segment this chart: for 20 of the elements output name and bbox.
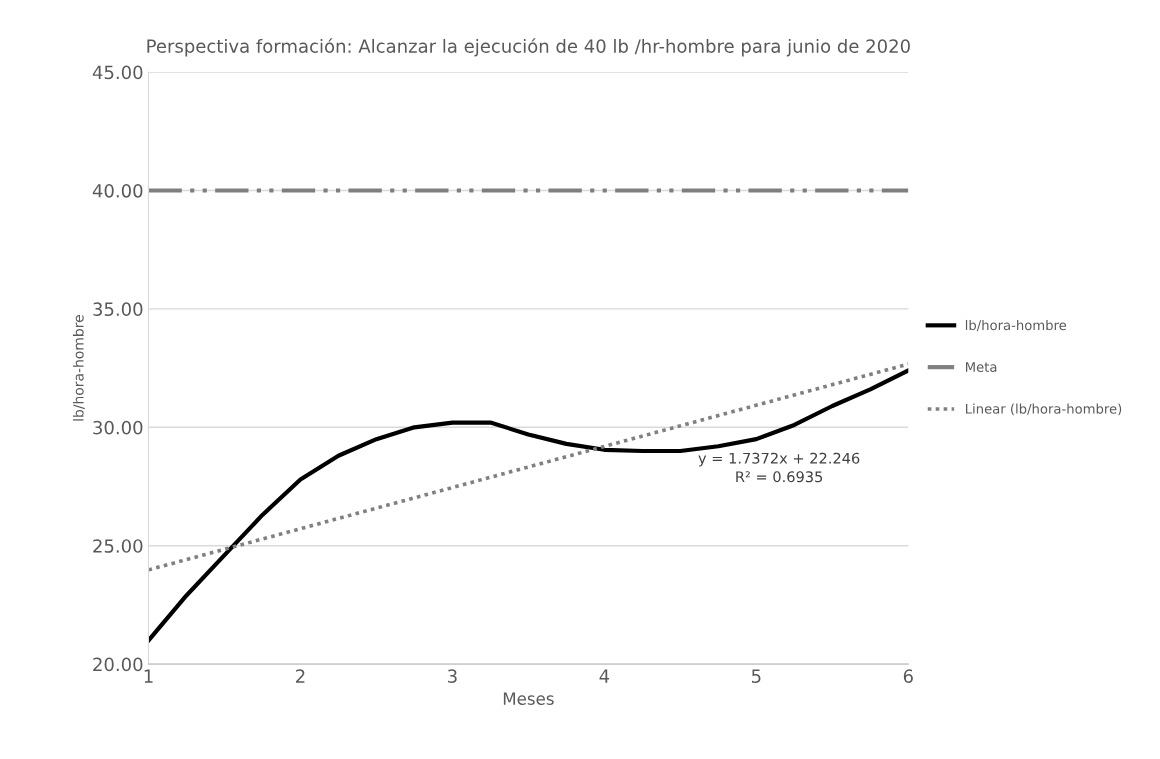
chart-title: Perspectiva formación: Alcanzar la ejecución de 40 lb /hr-hombre para junio de 2020 [147,38,910,57]
legend-label: lb/hora-hombre [965,319,1067,332]
line-series [148,368,909,643]
y-tick-label: 35.00 [93,302,143,317]
y-tick-label: 20.00 [93,657,143,672]
x-tick-label: 1 [144,669,153,683]
x-tick-label: 5 [751,669,761,683]
x-tick-label: 4 [599,669,610,683]
y-tick-label: 40.00 [92,183,143,198]
y-tick-label: 25.00 [93,539,143,553]
x-tick-label: 6 [903,669,913,683]
y-tick-label: 30.00 [93,420,143,435]
y-tick-label: 45.00 [92,65,143,80]
x-axis-title: Meses [503,692,554,705]
annotation: y = 1.7372x + 22.246 R² = 0.6935 [698,452,860,483]
legend-label: Meta [965,362,997,372]
x-tick-label: 2 [296,669,305,683]
legend-label: Linear (lb/hora-hombre) [965,403,1122,416]
y-axis-title: lb/hora-hombre [72,315,85,421]
x-tick-label: 3 [448,669,457,683]
